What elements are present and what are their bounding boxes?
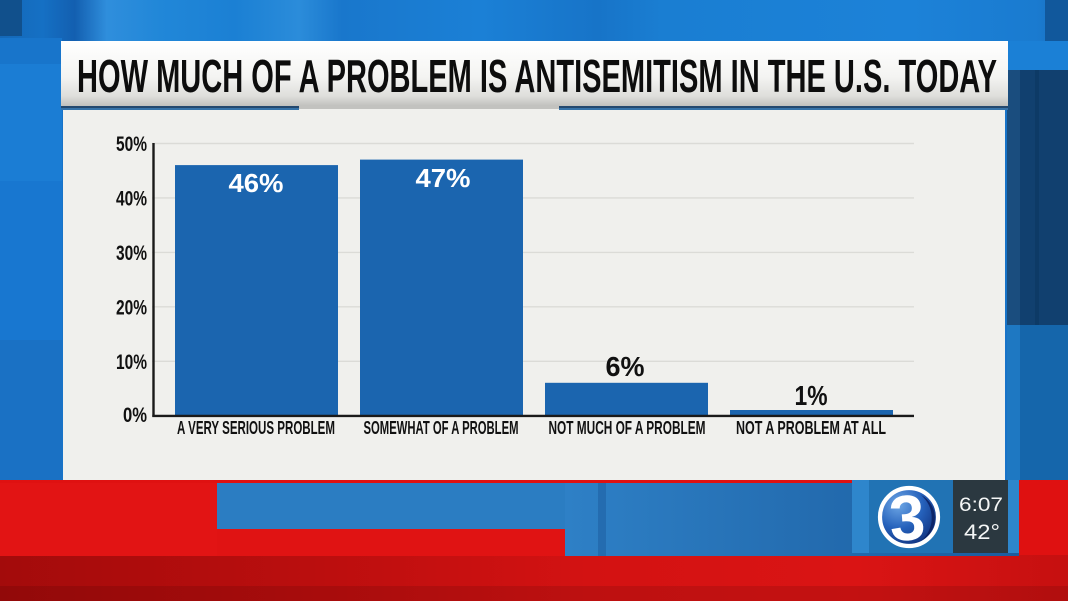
svg-text:20%: 20% (116, 296, 147, 319)
svg-text:1%: 1% (795, 380, 828, 411)
svg-text:42°: 42° (964, 521, 1000, 544)
svg-text:46%: 46% (229, 168, 284, 198)
svg-text:3: 3 (887, 481, 928, 555)
svg-text:A VERY SERIOUS PROBLEM: A VERY SERIOUS PROBLEM (177, 418, 335, 438)
svg-text:6%: 6% (606, 351, 645, 382)
svg-text:47%: 47% (416, 163, 471, 193)
svg-text:NOT A PROBLEM AT ALL: NOT A PROBLEM AT ALL (736, 418, 886, 438)
svg-text:NOT MUCH OF A PROBLEM: NOT MUCH OF A PROBLEM (549, 418, 706, 438)
svg-text:30%: 30% (116, 242, 147, 265)
svg-text:10%: 10% (116, 351, 147, 374)
svg-text:50%: 50% (116, 133, 147, 156)
svg-text:40%: 40% (116, 187, 147, 210)
svg-text:0%: 0% (123, 404, 147, 427)
svg-text:6:07: 6:07 (959, 495, 1003, 516)
svg-text:HOW MUCH OF A PROBLEM IS ANTIS: HOW MUCH OF A PROBLEM IS ANTISEMITISM IN… (77, 50, 997, 102)
svg-text:SOMEWHAT OF A PROBLEM: SOMEWHAT OF A PROBLEM (364, 418, 519, 438)
